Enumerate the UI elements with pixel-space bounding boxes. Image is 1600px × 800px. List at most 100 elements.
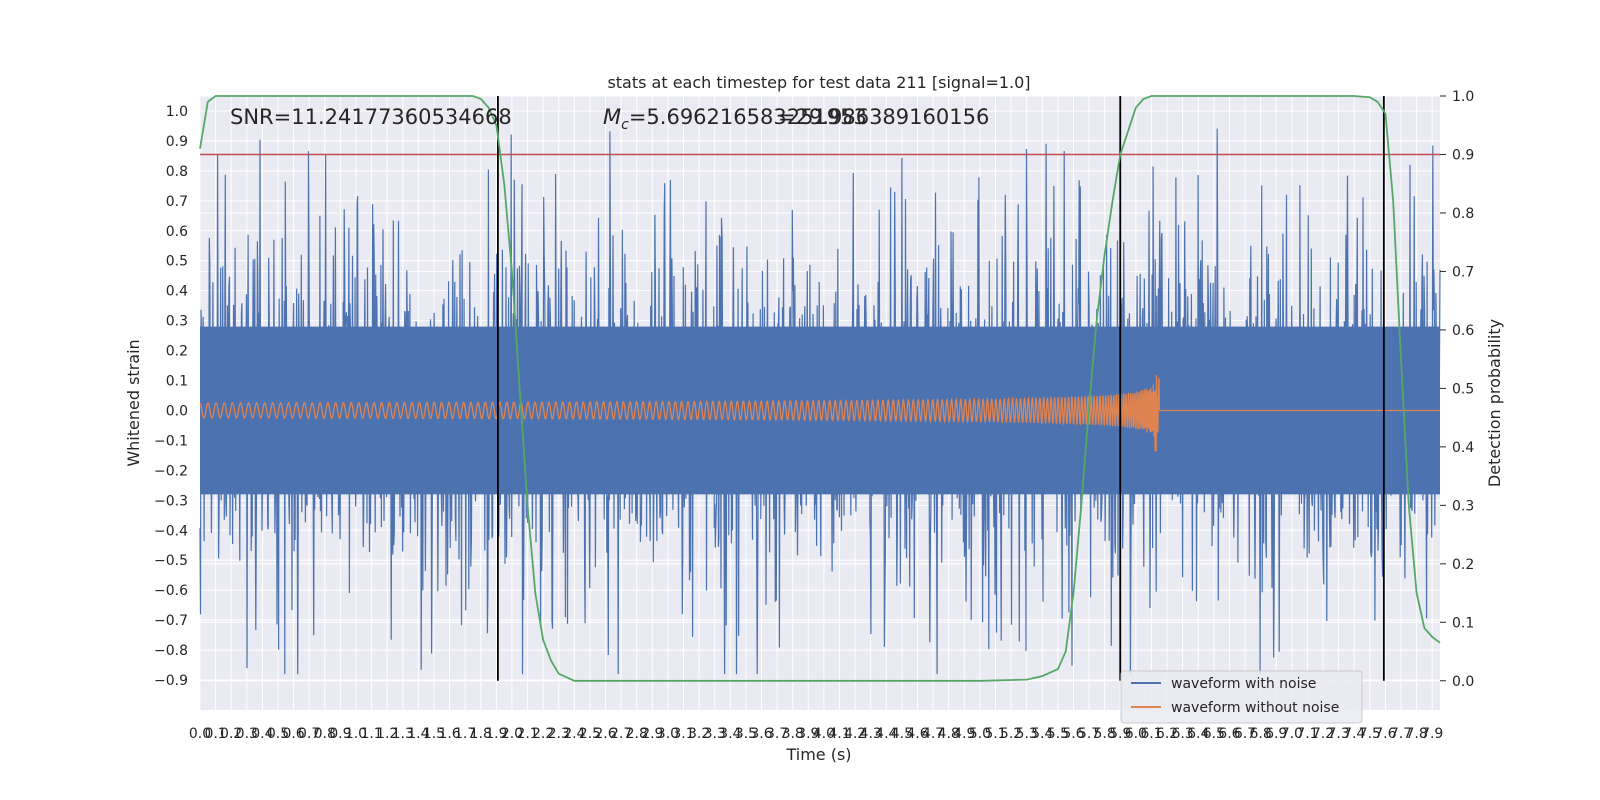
waveform-without-noise-series <box>199 374 1440 452</box>
x-tick-label: 3.3 <box>704 726 726 742</box>
mc-value: =5.696216583251953 <box>629 105 867 129</box>
x-tick-label: 6.8 <box>1249 726 1271 742</box>
x-tick-label: 1.5 <box>423 726 445 742</box>
vertical-markers <box>497 96 1385 681</box>
x-tick-label: 6.6 <box>1218 726 1240 742</box>
y-left-tick-label: 0.6 <box>166 224 188 240</box>
x-tick-label: 4.8 <box>938 726 960 742</box>
x-tick-label: 5.0 <box>969 726 991 742</box>
x-tick-label: 5.1 <box>984 726 1006 742</box>
y-left-tick-label: −0.8 <box>154 643 188 659</box>
probability-line <box>199 95 1441 682</box>
x-tick-label: 6.0 <box>1125 726 1147 742</box>
x-tick-label: 0.7 <box>298 726 320 742</box>
x-tick-label: 2.1 <box>516 726 538 742</box>
x-tick-label: 4.4 <box>875 726 897 742</box>
x-tick-label: 0.9 <box>329 726 351 742</box>
x-tick-label: 0.8 <box>314 726 336 742</box>
x-tick-label: 7.6 <box>1374 726 1396 742</box>
y-left-tick-label: 0.2 <box>166 344 188 360</box>
third-annotation: =29.986389160156 <box>778 105 989 129</box>
x-tick-label: 6.9 <box>1265 726 1287 742</box>
y-axis-left-ticks: −0.9 −0.8 −0.7 −0.6 −0.5 −0.4 −0.3 −0.2 −0.1 0.0 0… <box>154 104 188 689</box>
y-left-tick-label: −0.7 <box>154 613 188 629</box>
x-tick-label: 0.4 <box>251 726 273 742</box>
x-tick-label: 2.8 <box>626 726 648 742</box>
x-tick-label: 4.0 <box>813 726 835 742</box>
x-tick-label: 4.1 <box>828 726 850 742</box>
x-tick-label: 3.0 <box>657 726 679 742</box>
y-left-tick-label: 0.4 <box>166 284 188 300</box>
x-tick-label: 2.6 <box>594 726 616 742</box>
chart-title: stats at each timestep for test data 211… <box>607 73 1030 92</box>
x-tick-label: 6.1 <box>1140 726 1162 742</box>
x-tick-label: 1.7 <box>454 726 476 742</box>
x-tick-label: 1.3 <box>392 726 414 742</box>
y-left-tick-label: 0.1 <box>166 374 188 390</box>
y-left-tick-label: −0.5 <box>154 553 188 569</box>
x-tick-label: 3.9 <box>797 726 819 742</box>
mc-label: M <box>603 105 621 129</box>
mc-subscript: c <box>621 117 629 133</box>
legend: waveform with noise waveform without noi… <box>1120 670 1363 724</box>
x-tick-label: 2.0 <box>501 726 523 742</box>
y-right-tick-label: 0.8 <box>1452 206 1474 222</box>
mc-annotation: Mc=5.696216583251953 <box>603 105 867 133</box>
y-right-tick-label: 0.0 <box>1452 674 1474 690</box>
y-axis-right-ticks: 0.0 0.1 0.2 0.3 0.4 0.5 0.6 0.7 0.8 0.9 1.0 <box>1440 89 1474 690</box>
x-tick-label: 4.2 <box>844 726 866 742</box>
x-tick-label: 2.7 <box>610 726 632 742</box>
y-axis-right-label: Detection probability <box>1485 319 1504 487</box>
x-tick-label: 3.7 <box>766 726 788 742</box>
x-tick-label: 7.5 <box>1359 726 1381 742</box>
x-tick-label: 7.2 <box>1312 726 1334 742</box>
x-tick-label: 5.5 <box>1047 726 1069 742</box>
y-right-tick-label: 0.7 <box>1452 264 1474 280</box>
y-axis-left-label: Whitened strain <box>124 339 143 466</box>
x-tick-label: 2.9 <box>641 726 663 742</box>
x-tick-label: 1.2 <box>376 726 398 742</box>
x-tick-label: 5.2 <box>1000 726 1022 742</box>
x-tick-label: 6.7 <box>1234 726 1256 742</box>
x-tick-label: 7.7 <box>1390 726 1412 742</box>
legend-box <box>1120 670 1363 724</box>
y-left-tick-label: 0.8 <box>166 164 188 180</box>
detection-probability-series <box>199 95 1441 682</box>
y-left-tick-label: −0.9 <box>154 673 188 689</box>
x-tick-label: 3.5 <box>735 726 757 742</box>
x-tick-label: 6.5 <box>1203 726 1225 742</box>
legend-label-clean: waveform without noise <box>1171 700 1339 716</box>
x-axis-label: Time (s) <box>785 745 851 764</box>
y-left-tick-label: 1.0 <box>166 104 188 120</box>
x-tick-label: 0.2 <box>220 726 242 742</box>
x-tick-label: 5.8 <box>1094 726 1116 742</box>
x-tick-label: 0.6 <box>282 726 304 742</box>
y-right-tick-label: 0.2 <box>1452 557 1474 573</box>
x-axis-ticks: 0.00.10.20.30.40.50.60.70.80.91.01.11.21… <box>189 726 1443 742</box>
x-tick-label: 3.2 <box>688 726 710 742</box>
x-tick-label: 1.4 <box>407 726 429 742</box>
legend-label-noise: waveform with noise <box>1171 676 1316 692</box>
y-right-tick-label: 0.1 <box>1452 615 1474 631</box>
x-tick-label: 0.3 <box>236 726 258 742</box>
y-left-tick-label: −0.4 <box>154 523 188 539</box>
y-left-tick-label: 0.5 <box>166 254 188 270</box>
x-tick-label: 6.4 <box>1187 726 1209 742</box>
x-tick-label: 4.6 <box>906 726 928 742</box>
x-tick-label: 6.2 <box>1156 726 1178 742</box>
y-right-tick-label: 0.6 <box>1452 323 1474 339</box>
x-tick-label: 7.1 <box>1296 726 1318 742</box>
y-left-tick-label: −0.3 <box>154 493 188 509</box>
x-tick-label: 3.6 <box>750 726 772 742</box>
x-tick-label: 1.8 <box>470 726 492 742</box>
y-left-tick-label: −0.2 <box>154 463 188 479</box>
x-tick-label: 5.7 <box>1078 726 1100 742</box>
y-right-tick-label: 0.5 <box>1452 381 1474 397</box>
x-tick-label: 0.0 <box>189 726 211 742</box>
snr-annotation: SNR=11.24177360534668 <box>230 105 512 129</box>
x-tick-label: 5.9 <box>1109 726 1131 742</box>
x-tick-label: 1.0 <box>345 726 367 742</box>
y-left-tick-label: 0.9 <box>166 134 188 150</box>
x-tick-label: 5.6 <box>1062 726 1084 742</box>
